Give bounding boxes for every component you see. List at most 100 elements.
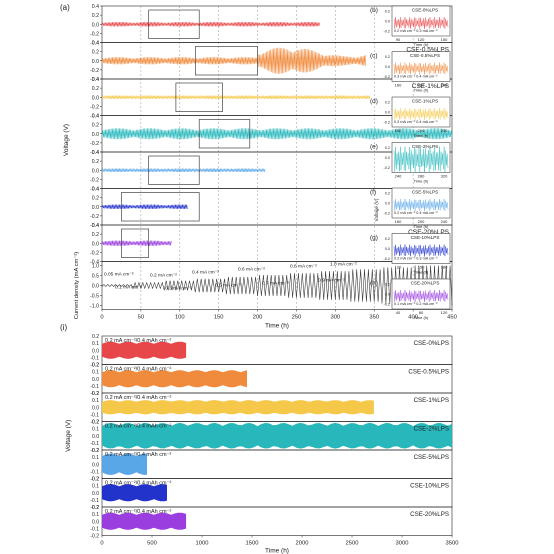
series-band-CSE-20%LPS (102, 512, 187, 530)
series-label: CSE-5%LPS (414, 454, 449, 461)
panel-a: 0.40.20.0-0.2-0.4PEO-LiTFSI0.40.20.0-0.2… (63, 4, 457, 330)
y-tick-label: -0.1 (90, 498, 99, 504)
condition-label: 0.2 mA cm⁻²/0.4 mAh cm⁻² (105, 481, 171, 487)
inset-x-tick-label: 120 (441, 310, 448, 315)
y-tick-label: -0.2 (90, 477, 99, 483)
inset-title: CSE-10%LPS (411, 235, 440, 240)
x-tick-label: 3500 (446, 541, 459, 547)
series-line-CSE-10%LPS (101, 204, 188, 210)
y-tick-label: 0.0 (92, 377, 99, 383)
series-band-CSE-5%LPS (102, 453, 147, 475)
y-tick-label: -0.2 (90, 177, 99, 183)
inset-y-tick-label: -0.2 (383, 166, 390, 170)
y-tick-label: 0.2 (92, 13, 99, 19)
y-tick-label: 0.1 (92, 370, 99, 376)
zoom-box (148, 155, 200, 185)
y-tick-label: 0.2 (92, 334, 99, 340)
inset-y-title: Voltage (V) (374, 198, 379, 221)
y-tick-label: 0.2 (92, 363, 99, 369)
inset-x-tick-label: 240 (441, 219, 448, 224)
x-tick-label: 0 (100, 541, 103, 547)
inset-x-tick-label: 80 (419, 310, 424, 315)
inset-y-tick-label: 0.2 (385, 55, 390, 59)
series-label: CSE-0.5%LPS (406, 47, 449, 54)
y-tick-label: -0.4 (90, 187, 99, 193)
inset-y-tick-label: 0.0 (385, 111, 390, 115)
current-step-label: 0.9 mA cm⁻² (318, 278, 345, 284)
y-tick-label: 0.1 (92, 484, 99, 490)
y-tick-label: -0.2 (90, 250, 99, 256)
zoom-box (121, 228, 150, 258)
y-tick-label: 0.4 (92, 4, 99, 10)
y-tick-label: 0.1 (92, 341, 99, 347)
series-label: CSE-10%LPS (410, 483, 449, 490)
current-step-label: 0.5 mA cm⁻² (215, 283, 242, 289)
y-tick-label: 0.0 (92, 95, 99, 101)
inset-x-tick-label: 200 (418, 83, 425, 88)
y-tick-label: 0.4 (92, 41, 99, 47)
current-step-label: 0.6 mA cm⁻² (238, 267, 265, 273)
y-tick-label: 0.0 (92, 348, 99, 354)
y-tick-label: 0.4 (92, 150, 99, 156)
y-tick-label: 0.0 (92, 519, 99, 525)
inset-y-tick-label: -0.2 (383, 212, 390, 216)
x-axis-title: Time (h) (265, 323, 289, 330)
x-tick-label: 500 (147, 541, 157, 547)
current-step-label: 0.3 mA cm⁻² (165, 286, 192, 292)
condition-label: 0.2 mA cm⁻²/0.4 mAh cm⁻² (105, 338, 171, 344)
inset-y-tick-label: 0.2 (385, 146, 390, 150)
current-step-label: 0.1 mA cm⁻² (115, 285, 142, 291)
inset-panel-label: (d) (370, 98, 378, 105)
y-tick-label: 0.4 (92, 114, 99, 120)
series-band-CSE-1%LPS (102, 400, 374, 415)
inset-signal (393, 198, 449, 212)
y-tick-label: 0.4 (92, 223, 99, 229)
inset-title: CSE-0%LPS (412, 8, 438, 13)
inset-x-tick-label: 200 (418, 128, 425, 133)
inset-x-tick-label: 150 (441, 37, 448, 42)
inset-title: CSE-1%LPS (412, 99, 438, 104)
y-tick-label: 0.0 (92, 168, 99, 174)
inset-note: 0.2 mA cm⁻² 0.3 mA cm⁻² (394, 29, 438, 33)
y-tick-label: 0.4 (92, 187, 99, 193)
y-tick-label: 0.0 (92, 462, 99, 468)
inset-y-tick-label: 0.2 (385, 10, 390, 14)
x-tick-label: 1000 (196, 541, 209, 547)
y-tick-label: 0.0 (92, 241, 99, 247)
inset-signal (393, 62, 449, 75)
inset-y-tick-label: 0.2 (385, 192, 390, 196)
series-label: CSE-20%LPS (410, 511, 449, 518)
series-label: CSE-20%LPS (408, 229, 449, 236)
inset-x-tick-label: 160 (395, 128, 402, 133)
x-tick-label: 300 (330, 315, 340, 321)
inset-x-tick-label: 180 (441, 265, 448, 270)
inset-x-tick-label: 240 (441, 83, 448, 88)
inset-signal (393, 289, 449, 303)
y-tick-label: -0.1 (90, 412, 99, 418)
y-tick-label: -0.1 (90, 355, 99, 361)
y-tick-label: 0.2 (92, 505, 99, 511)
inset-x-tick-label: 240 (395, 174, 402, 179)
inset-y-tick-label: -0.2 (383, 303, 390, 307)
inset-title: CSE-2%LPS (412, 144, 438, 149)
series-band-CSE-0.5%LPS (102, 370, 247, 388)
panel-label-a: (a) (60, 3, 70, 12)
inset-y-tick-label: 0.2 (385, 101, 390, 105)
series-label: CSE-0.5%LPS (408, 369, 449, 376)
y-tick-label: -0.4 (90, 114, 99, 120)
inset-x-title: Time (h) (414, 88, 429, 93)
y-tick-label: -0.2 (90, 505, 99, 511)
condition-label: 0.2 mA cm⁻²/0.4 mAh cm⁻² (105, 509, 171, 515)
inset-y-tick-label: -0.2 (383, 121, 390, 125)
y-tick-label: 0.1 (92, 455, 99, 461)
series-band-CSE-0%LPS (102, 341, 187, 359)
y-axis-title: Voltage (V) (63, 124, 70, 156)
inset-y-tick-label: -0.2 (383, 30, 390, 34)
series-line-PEO-LiTFSI (101, 21, 320, 27)
y-tick-label: 0.2 (92, 50, 99, 56)
y-tick-label: -0.1 (90, 526, 99, 532)
condition-label: 0.2 mA cm⁻²/0.4 mAh cm⁻² (105, 452, 171, 458)
inset-signal (393, 244, 449, 257)
condition-label: 0.2 mA cm⁻²/0.4 mAh cm⁻² (105, 424, 171, 430)
current-step-label: 0.7 mA cm⁻² (262, 281, 289, 287)
